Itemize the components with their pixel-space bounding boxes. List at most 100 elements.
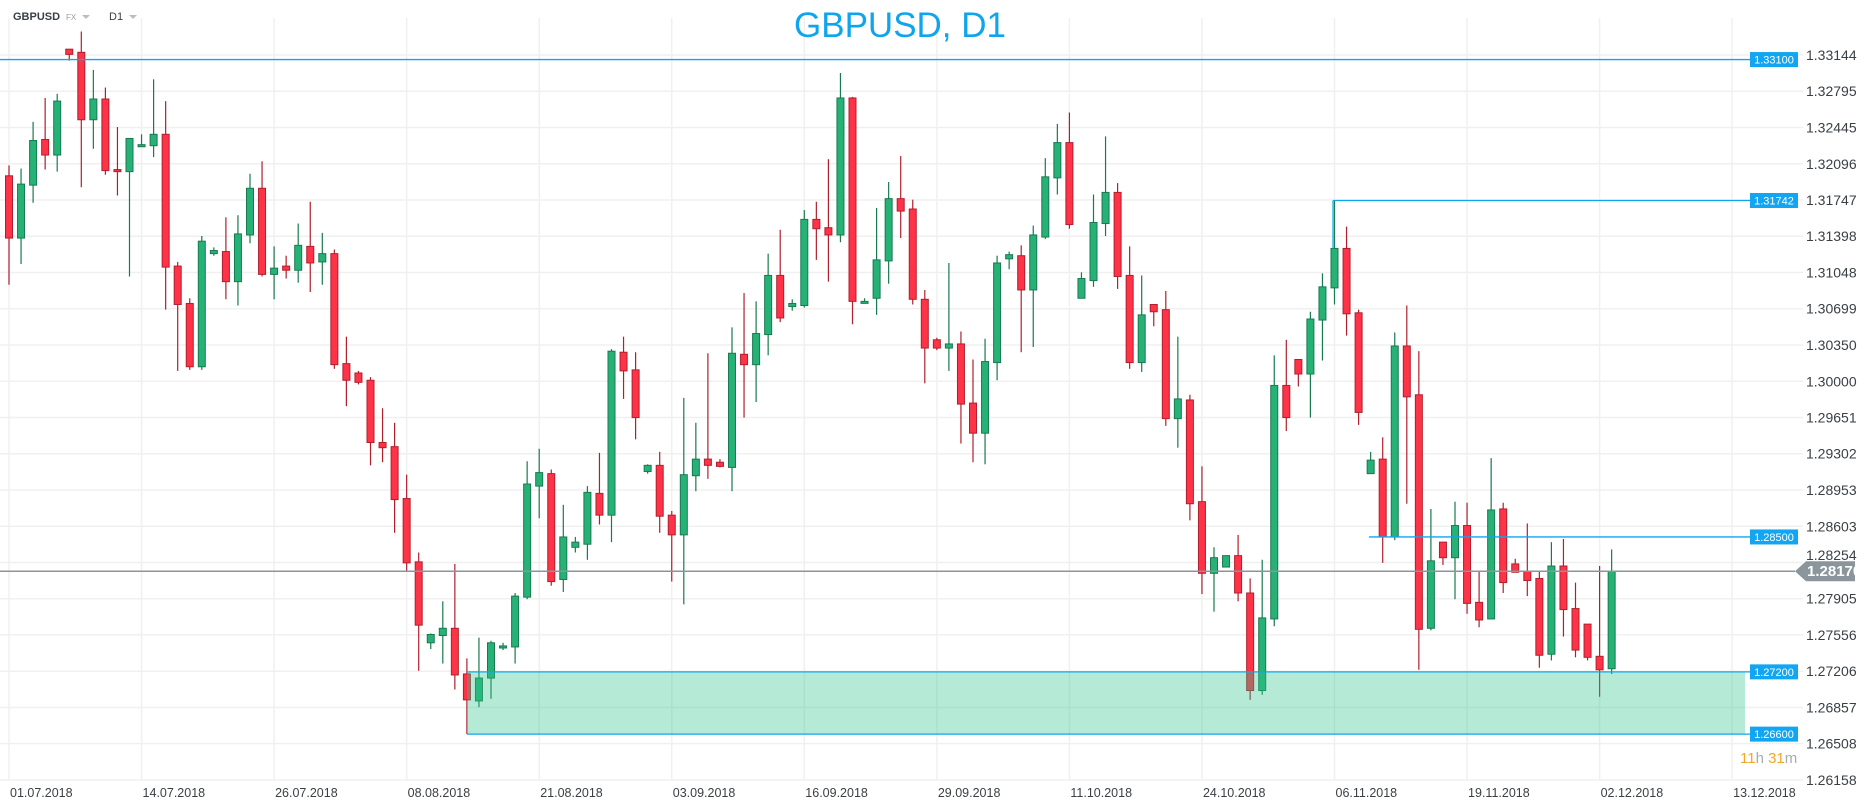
date-tick-label: 01.07.2018 xyxy=(10,786,73,800)
candle xyxy=(583,486,592,560)
candle-body xyxy=(1583,623,1592,658)
date-tick-label: 16.09.2018 xyxy=(805,786,868,800)
horizontal-levels[interactable]: 1.33100 1.31742 1.28500 1.27200 1.26600 xyxy=(0,52,1798,742)
candle-body xyxy=(1487,509,1496,620)
candle xyxy=(884,182,893,284)
candle-body xyxy=(1101,191,1110,225)
date-tick-label: 06.11.2018 xyxy=(1336,786,1398,800)
countdown-hours-unit: h xyxy=(1755,750,1764,767)
candle-body xyxy=(53,100,62,156)
candle xyxy=(1511,558,1520,573)
candle xyxy=(559,504,568,592)
candle xyxy=(246,173,254,244)
candle-body xyxy=(161,133,170,268)
level-price-label: 1.26600 xyxy=(1754,729,1794,741)
date-tick-label: 11.10.2018 xyxy=(1070,786,1132,800)
candle xyxy=(836,73,845,243)
current-price-tag xyxy=(1795,561,1855,582)
candle xyxy=(1246,578,1255,700)
candle-body xyxy=(1354,312,1363,413)
candle-body xyxy=(113,169,122,173)
time-axis[interactable]: 01.07.2018 14.07.2018 26.07.2018 08.08.2018… xyxy=(10,786,1796,800)
level-line[interactable]: 1.27200 xyxy=(467,664,1798,680)
candle-body xyxy=(728,352,736,468)
candle xyxy=(149,79,158,158)
candle-body xyxy=(1282,384,1291,419)
candle xyxy=(667,511,676,582)
candle-body xyxy=(209,250,218,255)
candle xyxy=(981,338,990,465)
candle xyxy=(1161,290,1170,426)
candle-body xyxy=(1511,563,1520,573)
candle-body xyxy=(29,140,38,186)
timeframe-label: D1 xyxy=(109,11,124,23)
candle xyxy=(101,87,110,175)
level-price-label: 1.33100 xyxy=(1754,55,1794,67)
level-price-tag xyxy=(1750,664,1798,680)
candle xyxy=(258,161,267,277)
countdown-minutes: 31 xyxy=(1768,750,1785,767)
candle-body xyxy=(101,98,110,172)
candle-body xyxy=(390,446,399,501)
candle xyxy=(547,469,556,586)
candle-body xyxy=(1559,565,1568,611)
price-tick-label: 1.26857 xyxy=(1806,699,1857,715)
candle xyxy=(209,247,218,256)
candle-body xyxy=(740,353,749,366)
candle xyxy=(282,255,291,279)
level-line[interactable]: 1.33100 xyxy=(0,52,1798,68)
support-zone xyxy=(467,671,1745,735)
candle xyxy=(655,451,664,533)
candle-body xyxy=(535,472,544,487)
candle-body xyxy=(197,240,206,368)
candle-body xyxy=(330,253,339,366)
candle-body xyxy=(884,198,893,262)
candle-body xyxy=(848,97,857,302)
candle-body xyxy=(17,183,26,239)
level-line[interactable]: 1.28500 xyxy=(1369,529,1798,545)
price-axis[interactable]: 1.33144 1.32795 1.32445 1.32096 1.31747 1.313… xyxy=(1806,47,1857,788)
candle xyxy=(1029,225,1038,348)
candle-body xyxy=(691,458,700,477)
candle-body xyxy=(1149,303,1158,313)
candle xyxy=(1005,251,1014,270)
candle-body xyxy=(1234,555,1243,594)
candle xyxy=(1366,451,1375,475)
level-line[interactable]: 1.31742 xyxy=(1332,192,1798,249)
candle xyxy=(908,199,917,305)
candle-body xyxy=(969,402,977,434)
price-tick-label: 1.32795 xyxy=(1806,83,1857,99)
candle xyxy=(1595,566,1604,697)
symbol-label[interactable]: GBPUSD xyxy=(13,11,61,23)
candle xyxy=(896,156,905,239)
candle-body xyxy=(1246,592,1255,692)
candle xyxy=(993,255,1002,381)
candle xyxy=(1210,547,1218,612)
candle-body xyxy=(1258,617,1267,692)
candle xyxy=(65,48,74,61)
current-price: 1.28170 xyxy=(0,561,1861,582)
level-line[interactable]: 1.26600 xyxy=(467,726,1798,742)
market-selector[interactable]: FX xyxy=(66,9,91,25)
candle xyxy=(1354,309,1363,425)
candle xyxy=(1547,542,1556,661)
candle xyxy=(1607,549,1616,674)
candle xyxy=(1463,502,1472,614)
candle-body xyxy=(800,218,809,307)
candle xyxy=(1101,136,1110,236)
candle xyxy=(1234,534,1243,602)
candle xyxy=(125,137,134,277)
candle-body xyxy=(499,645,508,649)
candle-body xyxy=(896,198,905,212)
countdown-hours: 11 xyxy=(1740,750,1756,767)
candle xyxy=(691,422,700,492)
timeframe-selector[interactable]: D1 xyxy=(109,9,138,25)
candle-body xyxy=(1053,142,1062,179)
candle-body xyxy=(318,253,327,263)
level-price-label: 1.31742 xyxy=(1754,195,1794,207)
candle xyxy=(233,215,242,306)
level-price-tag xyxy=(1750,529,1798,545)
price-tick-label: 1.27556 xyxy=(1806,627,1857,643)
candle xyxy=(438,601,447,664)
